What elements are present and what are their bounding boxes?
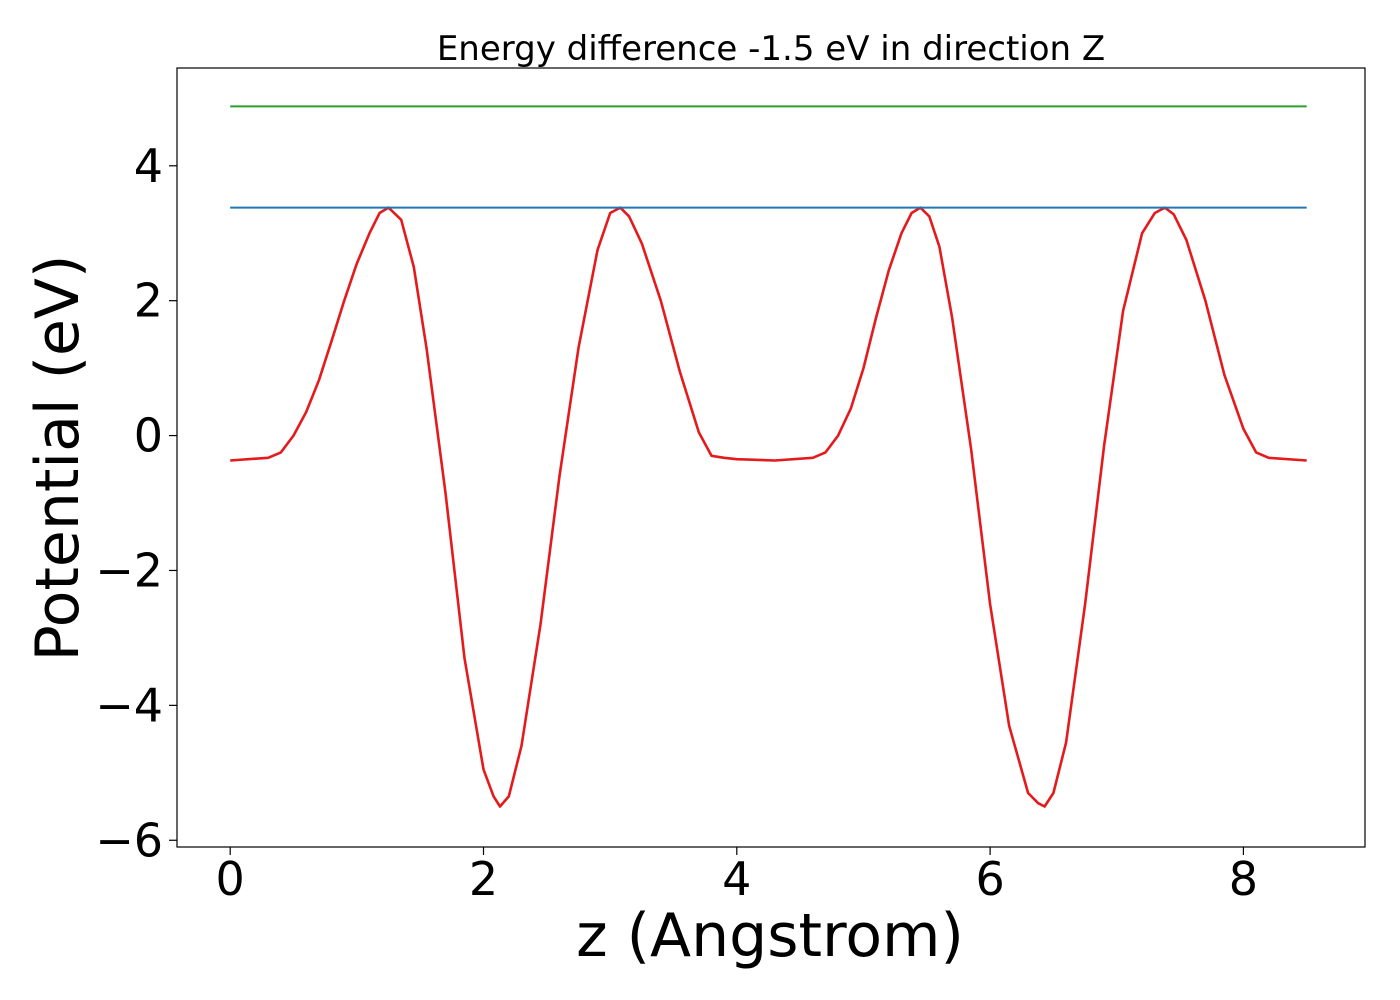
x-tick-label: 2 xyxy=(469,852,498,906)
x-tick-label: 0 xyxy=(216,852,245,906)
y-axis-label: Potential (eV) xyxy=(23,255,93,662)
y-axis: −6 −4 −2 0 2 4 xyxy=(95,139,177,867)
y-tick-label: −2 xyxy=(95,543,163,597)
x-tick-label: 4 xyxy=(722,852,751,906)
chart-title: Energy difference -1.5 eV in direction Z xyxy=(437,29,1105,69)
plot-area xyxy=(176,67,1366,848)
series-line-0 xyxy=(230,206,1307,808)
plot-frame xyxy=(176,67,1366,848)
series-layer xyxy=(230,105,1307,808)
y-tick-label: −6 xyxy=(95,813,163,867)
y-tick-label: 0 xyxy=(134,409,163,463)
y-tick-label: 2 xyxy=(134,274,163,328)
y-tick-label: −4 xyxy=(95,678,163,732)
y-tick-label: 4 xyxy=(134,139,163,193)
x-axis-label: z (Angstrom) xyxy=(576,901,964,971)
x-tick-label: 6 xyxy=(975,852,1004,906)
x-tick-label: 8 xyxy=(1229,852,1258,906)
x-axis: 0 2 4 6 8 xyxy=(216,847,1258,906)
